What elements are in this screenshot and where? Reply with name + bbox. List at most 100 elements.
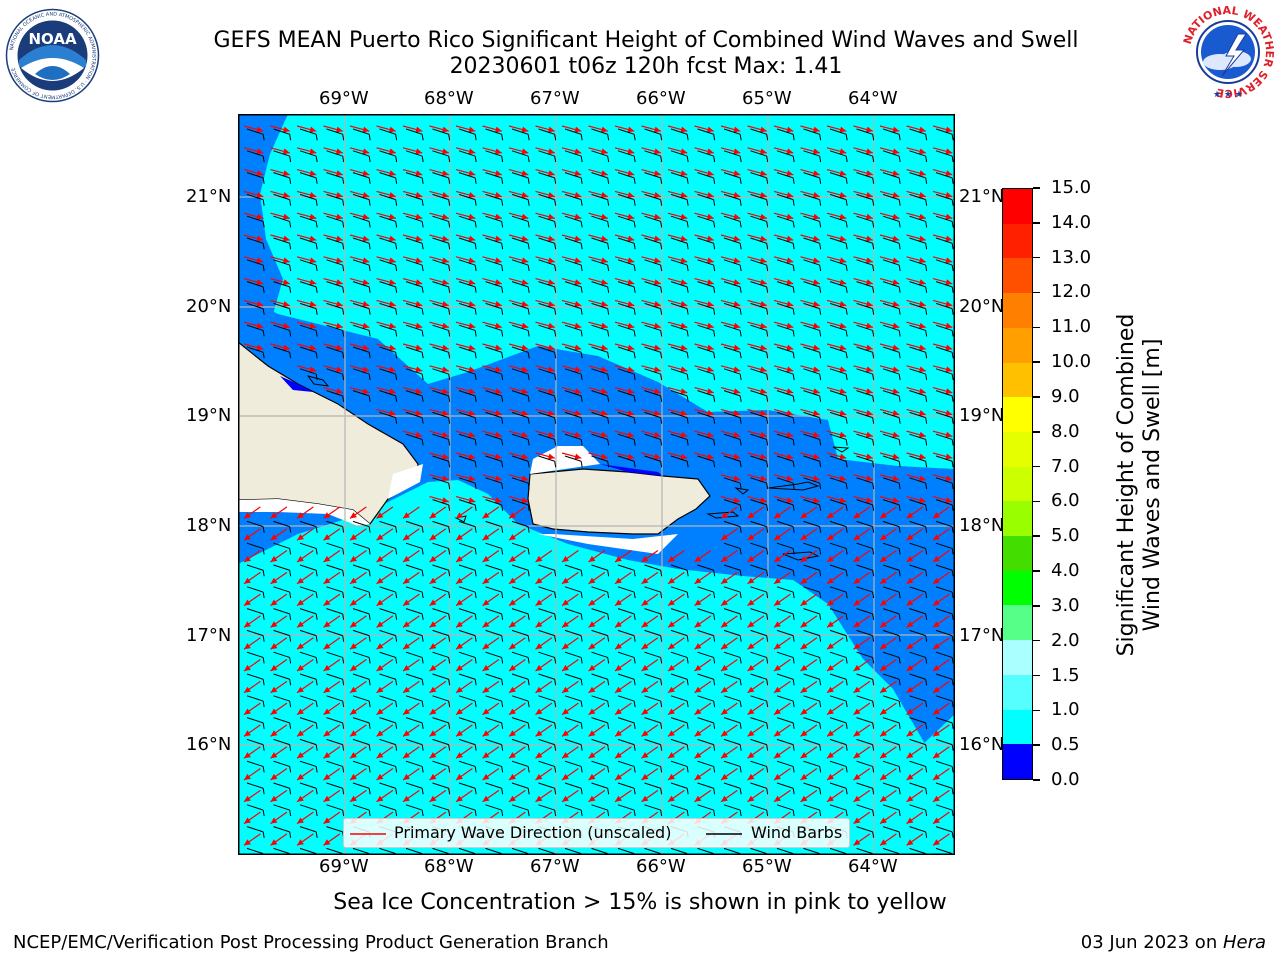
wave-arrow-head (759, 213, 767, 220)
wind-barb-flag (660, 613, 663, 620)
wind-barb (326, 760, 343, 767)
wave-arrow-head (323, 534, 331, 541)
wind-barb-flag (819, 243, 822, 250)
wave-arrow-head (468, 388, 476, 395)
wind-barb (299, 847, 317, 855)
wind-barb (538, 695, 555, 702)
wind-barb (485, 804, 502, 811)
wave-arrow-head (244, 555, 251, 562)
wind-barb (538, 411, 555, 419)
wave-arrow-head (521, 431, 529, 438)
wind-barb (511, 324, 529, 331)
wind-barb (803, 259, 820, 266)
wind-barb-flag (845, 395, 848, 402)
wave-arrow-head (376, 534, 384, 541)
wind-barb-flag (660, 395, 663, 402)
wind-barb (697, 172, 714, 179)
wind-barb (723, 608, 741, 615)
wind-barb-flag (819, 395, 822, 402)
wind-barb-flag (872, 700, 875, 708)
wind-barb (485, 215, 502, 222)
wind-barb-flag (368, 264, 371, 272)
wave-arrow-head (403, 555, 410, 562)
wave-arrow-head (653, 257, 661, 264)
colorbar-segment (1003, 501, 1032, 537)
colorbar-tick-mark (1033, 187, 1040, 189)
wave-arrow-head (721, 512, 728, 519)
wind-barb-flag (898, 482, 901, 490)
wind-barb (909, 804, 926, 811)
lon-label-top: 64°W (848, 88, 898, 109)
wind-barb-flag (501, 373, 504, 381)
wind-barb (644, 128, 661, 135)
wind-barb (405, 346, 423, 353)
wave-arrow-head (627, 366, 635, 373)
wind-barb (935, 717, 953, 724)
wind-barb-flag (607, 788, 610, 795)
wind-barb (326, 717, 343, 724)
wind-barb (352, 717, 370, 724)
wave-arrow-head (588, 664, 596, 671)
wind-barb-flag (607, 417, 610, 424)
wind-barb-flag (660, 243, 663, 250)
wave-arrow-head (853, 577, 861, 584)
wave-arrow-head (918, 344, 926, 351)
wind-barb-flag (739, 657, 742, 664)
wind-barb-flag (898, 679, 901, 686)
wave-arrow-head (494, 497, 502, 504)
wind-barb-flag (898, 199, 901, 206)
wind-barb-flag (527, 722, 530, 729)
wind-barb-flag (686, 766, 689, 773)
wave-arrow-head (839, 344, 847, 351)
wave-arrow-head (574, 410, 582, 416)
wind-barb-flag (739, 308, 742, 315)
wind-barb (485, 608, 502, 615)
wind-barb (564, 128, 582, 135)
wind-barb (564, 629, 582, 637)
wave-arrow-head (547, 279, 555, 286)
wind-barb-flag (580, 613, 583, 620)
wind-barb (511, 193, 529, 201)
wave-arrow-head (350, 664, 357, 671)
wind-barb (723, 673, 741, 680)
wave-arrow-head (933, 686, 940, 693)
wind-barb (776, 281, 794, 288)
wind-barb-flag (660, 177, 663, 184)
wind-barb (299, 346, 317, 353)
wind-barb-flag (686, 352, 689, 359)
wind-barb-flag (686, 417, 689, 424)
wind-barb (935, 215, 953, 222)
wave-arrow-head (933, 555, 940, 562)
wind-barb-flag (527, 526, 530, 533)
wave-arrow-head (509, 752, 516, 759)
wind-barb-flag (898, 657, 901, 664)
wind-barb-flag (554, 264, 557, 272)
wind-barb (511, 738, 529, 746)
wind-barb-flag (474, 155, 477, 163)
wind-barb (750, 237, 767, 244)
wave-arrow-head (880, 686, 887, 693)
wind-barb (909, 717, 926, 724)
wind-barb-flag (262, 700, 265, 708)
wave-arrow-head (839, 192, 847, 198)
wind-barb (591, 411, 608, 419)
wind-barb (511, 237, 529, 244)
wind-barb-flag (872, 548, 875, 555)
wave-arrow-head (588, 773, 596, 780)
wave-arrow-head (759, 170, 767, 177)
wind-barb (485, 738, 502, 746)
wind-barb-flag (395, 744, 398, 751)
wave-arrow-head (562, 643, 569, 650)
wind-barb (644, 215, 661, 222)
wind-barb-flag (554, 744, 557, 751)
wind-barb (617, 717, 635, 724)
wave-arrow-head (721, 730, 728, 737)
wind-barb-flag (448, 504, 451, 511)
wind-barb (405, 193, 423, 201)
wind-barb-flag (951, 439, 954, 446)
wind-barb-flag (474, 613, 477, 620)
wave-arrow-head (309, 235, 317, 242)
wave-arrow-head (880, 839, 887, 846)
wind-barb-flag (951, 504, 954, 511)
wind-barb (299, 695, 317, 702)
